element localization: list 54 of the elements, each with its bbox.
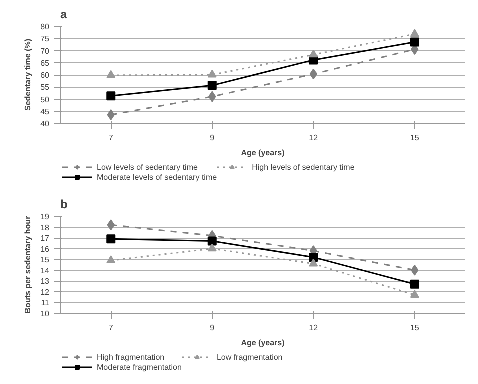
point [309, 258, 318, 267]
legend-label: High fragmentation [97, 352, 165, 362]
legend-label: Low levels of sedentary time [97, 162, 198, 172]
y-tick-label: 15 [40, 256, 50, 265]
x-axis-title: Age (years) [241, 338, 286, 348]
chart-title: a [60, 8, 68, 22]
x-tick-label: 12 [309, 134, 319, 142]
y-tick-label: 75 [40, 34, 50, 44]
y-tick-label: 12 [40, 288, 50, 297]
y-tick-label: 11 [41, 298, 50, 308]
y-tick-label: 40 [40, 120, 50, 128]
point [410, 280, 420, 289]
y-tick-label: 18 [40, 223, 50, 232]
point [106, 70, 116, 78]
point [208, 70, 217, 78]
point [309, 252, 318, 262]
x-tick-label: 15 [410, 134, 420, 142]
x-axis-title: Age (years) [241, 148, 286, 158]
y-tick-label: 55 [40, 83, 50, 92]
y-tick-label: 65 [40, 58, 50, 68]
legend-label: High levels of sedentary time [252, 162, 355, 172]
y-tick-label: 50 [40, 95, 50, 104]
legend-label: Moderate levels of sedentary time [97, 172, 218, 182]
point [106, 234, 116, 244]
x-tick-label: 15 [410, 324, 420, 332]
y-tick-label: 17 [40, 234, 50, 244]
y-tick-label: 10 [40, 310, 50, 318]
legend-label: Moderate fragmentation [97, 362, 182, 372]
y-axis-title: Sedentary time (%) [24, 38, 33, 112]
point [410, 290, 420, 298]
y-tick-label: 45 [40, 107, 50, 116]
x-tick-label: 9 [210, 134, 216, 142]
y-tick-label: 60 [40, 71, 50, 80]
point [410, 29, 420, 38]
point [106, 256, 116, 264]
y-axis-title: Bouts per sedentary hour [24, 216, 33, 314]
point [208, 81, 217, 90]
y-tick-label: 80 [40, 22, 50, 32]
point [410, 38, 420, 47]
point [309, 50, 318, 58]
point [208, 236, 217, 246]
y-tick-label: 70 [40, 46, 50, 56]
x-tick-label: 12 [309, 324, 319, 332]
x-tick-label: 7 [108, 324, 114, 332]
y-tick-label: 13 [40, 277, 50, 286]
point [208, 244, 217, 252]
legend-label: Low fragmentation [216, 352, 283, 362]
chart-title: b [60, 198, 68, 212]
y-tick-label: 16 [40, 244, 50, 254]
point [106, 92, 116, 101]
x-tick-label: 9 [210, 324, 216, 332]
y-tick-label: 14 [40, 266, 50, 276]
x-tick-label: 7 [108, 134, 114, 142]
y-tick-label: 19 [40, 212, 50, 222]
